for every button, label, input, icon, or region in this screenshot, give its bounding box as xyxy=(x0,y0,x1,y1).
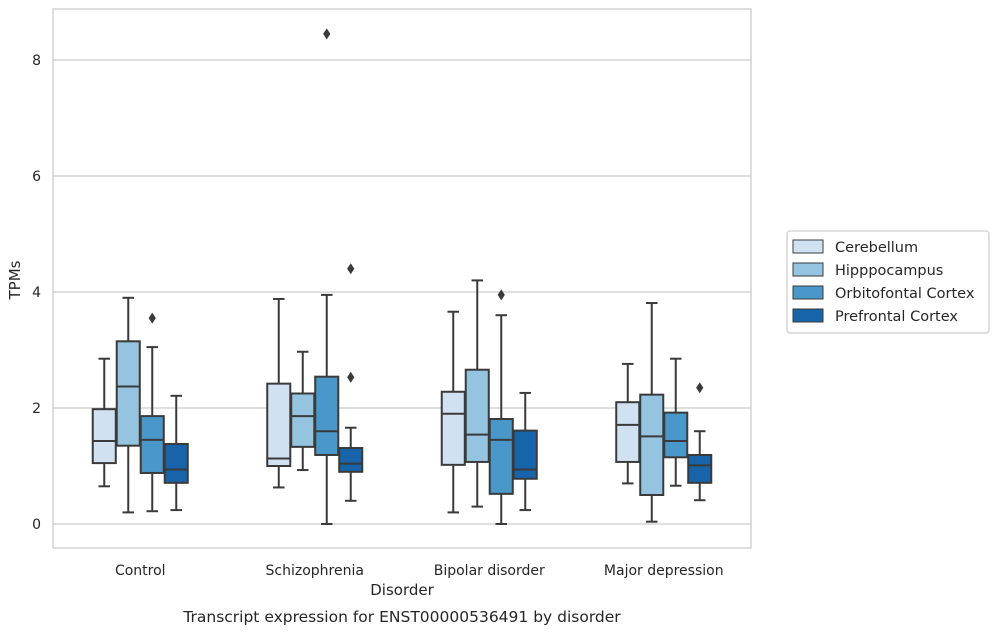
box-group xyxy=(687,382,713,502)
box-iqr xyxy=(115,340,141,447)
y-tick-label: 4 xyxy=(32,285,41,301)
outlier-point xyxy=(148,312,156,324)
box-group xyxy=(488,289,514,525)
outlier-point xyxy=(347,371,355,383)
y-axis-label: TPMs xyxy=(6,260,24,300)
box-group xyxy=(266,297,292,489)
legend-label: Cerebellum xyxy=(835,240,918,256)
box-iqr xyxy=(687,453,713,484)
y-tick-label: 0 xyxy=(32,517,41,533)
box-iqr xyxy=(464,368,490,463)
box-group xyxy=(464,279,490,508)
box-group xyxy=(440,310,466,514)
y-tick-label: 2 xyxy=(32,401,41,417)
box-group xyxy=(512,391,538,512)
box-group xyxy=(139,312,165,513)
x-tick-label: Schizophrenia xyxy=(266,563,364,579)
box-iqr xyxy=(163,442,189,484)
outlier-point xyxy=(347,263,355,275)
box-group xyxy=(639,302,665,523)
y-tick-labels: 0 2 4 6 8 xyxy=(32,53,41,533)
legend-label: Orbitofontal Cortex xyxy=(835,286,975,302)
legend-label: Prefrontal Cortex xyxy=(835,309,958,325)
outlier-point xyxy=(497,289,505,301)
box-iqr xyxy=(91,408,117,465)
box-series xyxy=(91,28,713,525)
legend: Cerebellum Hipppocampus Orbitofontal Corte… xyxy=(786,230,990,334)
box-group xyxy=(338,263,364,502)
chart-caption: Transcript expression for ENST0000053649… xyxy=(182,608,621,626)
box-group xyxy=(290,350,316,472)
box-group xyxy=(314,28,340,525)
legend-swatch xyxy=(792,308,824,323)
x-tick-label: Major depression xyxy=(604,563,724,579)
legend-swatch xyxy=(792,262,824,277)
x-tick-label: Control xyxy=(115,563,166,579)
outlier-point xyxy=(696,382,704,394)
box-group xyxy=(163,394,189,512)
x-axis-label: Disorder xyxy=(370,581,434,599)
box-iqr xyxy=(266,382,292,468)
box-iqr xyxy=(314,375,340,456)
legend-frame xyxy=(786,230,990,334)
box-group xyxy=(615,362,641,485)
box-iqr xyxy=(512,429,538,480)
box-iqr xyxy=(663,411,689,459)
legend-swatch xyxy=(792,285,824,300)
box-iqr xyxy=(139,415,165,474)
outlier-point xyxy=(323,28,331,40)
box-iqr xyxy=(639,393,665,496)
plot-frame xyxy=(52,8,752,549)
box-group xyxy=(663,357,689,487)
box-iqr xyxy=(488,418,514,495)
box-iqr xyxy=(338,447,364,473)
box-iqr xyxy=(290,392,316,448)
box-group xyxy=(115,296,141,514)
box-iqr xyxy=(440,390,466,466)
legend-swatch xyxy=(792,239,824,254)
legend-label: Hipppocampus xyxy=(835,263,943,279)
x-tick-labels: Control Schizophrenia Bipolar disorder Majo… xyxy=(115,563,724,579)
y-tick-label: 6 xyxy=(32,169,41,185)
x-tick-label: Bipolar disorder xyxy=(434,563,545,579)
box-iqr xyxy=(615,401,641,463)
y-tick-label: 8 xyxy=(32,53,41,69)
box-group xyxy=(91,357,117,488)
